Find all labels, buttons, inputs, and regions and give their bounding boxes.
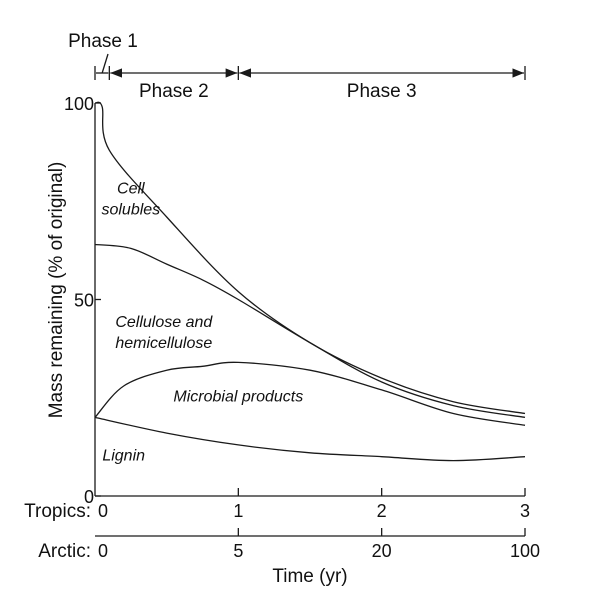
phase-label: Phase 3 [347, 81, 417, 102]
phase-label: Phase 2 [139, 81, 209, 102]
curve-lignin-top [94, 416, 526, 462]
curve-cell-solubles-lower [94, 243, 526, 419]
x-tick-label: 100 [510, 541, 540, 561]
x-tick-label: 2 [377, 501, 387, 521]
region-label: Lignin [102, 448, 145, 465]
axes [94, 102, 526, 537]
x-axis-name: Arctic: [38, 541, 91, 562]
region-label: solubles [101, 201, 160, 218]
phase-leader-line [101, 53, 109, 74]
x-tick-label: 0 [98, 501, 108, 521]
y-axis-label: Mass remaining (% of original) [46, 162, 67, 419]
y-tick-label: 0 [84, 487, 94, 507]
labels: Mass remaining (% of original) Time (yr)… [24, 31, 540, 587]
x-tick-label: 1 [233, 501, 243, 521]
region-label: Microbial products [173, 389, 303, 406]
x-axis-label: Time (yr) [272, 566, 347, 587]
x-tick-label: 20 [372, 541, 392, 561]
x-tick-label: 3 [520, 501, 530, 521]
x-tick-label: 5 [233, 541, 243, 561]
x-axis-name: Tropics: [24, 501, 91, 522]
region-label: Cellulose and [115, 314, 213, 331]
curve-total [94, 101, 526, 415]
curve-cellulose-lower [94, 361, 526, 426]
plot-curves [94, 101, 526, 462]
phase-label: Phase 1 [68, 31, 138, 52]
y-tick-label: 100 [64, 94, 94, 114]
y-tick-label: 50 [74, 291, 94, 311]
region-label: Cell [117, 180, 145, 197]
phase-bar [94, 53, 526, 80]
region-label: hemicellulose [115, 335, 212, 352]
x-tick-label: 0 [98, 541, 108, 561]
